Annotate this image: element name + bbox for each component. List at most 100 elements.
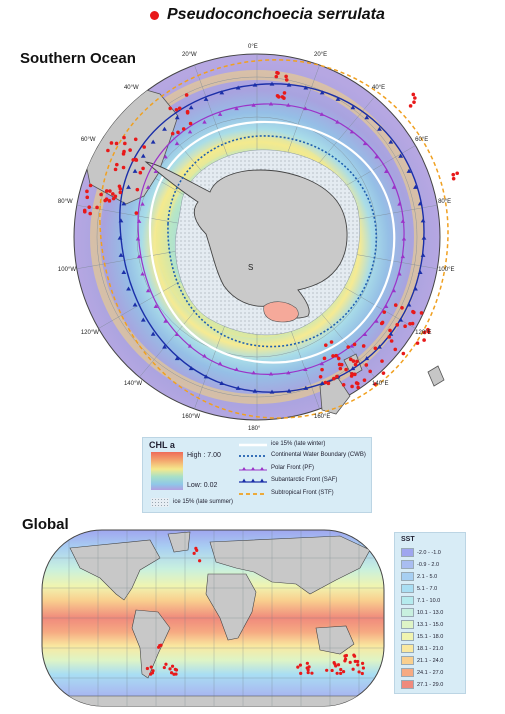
front-marker [400, 254, 406, 259]
continental-water-boundary-line [167, 135, 377, 348]
front-marker [121, 269, 127, 274]
subantarctic-front-line [119, 83, 425, 393]
occurrence-point [149, 665, 153, 669]
occurrence-point [334, 664, 338, 668]
occurrence-point [275, 70, 279, 75]
occurrence-point [334, 353, 338, 358]
occurrence-point [393, 347, 398, 352]
southern-ocean-heading: Southern Ocean [20, 50, 136, 67]
occurrence-point [335, 374, 339, 379]
front-marker [303, 85, 309, 90]
front-marker [117, 235, 123, 240]
occurrence-point [323, 380, 328, 385]
front-marker [268, 371, 274, 376]
occurrence-point [356, 385, 360, 390]
longitude-label: 160°E [314, 414, 331, 421]
front-marker [217, 361, 223, 366]
cwb-label: Continental Water Boundary (CWB) [271, 452, 366, 458]
front-marker [364, 115, 370, 120]
global-graticule [42, 530, 384, 706]
occurrence-point [284, 74, 288, 79]
occurrence-point [128, 148, 132, 152]
occurrence-point [170, 664, 175, 668]
occurrence-point [169, 671, 174, 675]
occurrence-point [352, 653, 356, 657]
occurrence-point [330, 668, 334, 673]
front-marker [417, 201, 423, 206]
front-marker [219, 380, 225, 386]
occurrence-point [134, 157, 138, 162]
sst-legend-row: 7.1 - 10.0 [401, 595, 440, 606]
occurrence-point [389, 339, 394, 343]
occurrence-point [373, 382, 377, 386]
ice-summer-label: ice 15% (late summer) [173, 499, 234, 505]
front-marker [217, 112, 223, 116]
winter-ice-line [148, 120, 396, 364]
sst-swatch [401, 668, 414, 677]
occurrence-point [451, 172, 456, 177]
front-marker [374, 318, 379, 323]
occurrence-point [400, 305, 404, 310]
front-marker [319, 112, 325, 116]
occurrence-point [401, 351, 406, 356]
front-marker [286, 370, 291, 375]
pf-label: Polar Front (PF) [271, 465, 315, 471]
sst-legend-row: 24.1 - 27.0 [401, 667, 443, 678]
front-marker [163, 154, 168, 159]
occurrence-point [422, 338, 426, 342]
front-marker [362, 141, 368, 146]
front-marker [140, 153, 146, 158]
occurrence-point [356, 663, 360, 667]
occurrence-point [135, 187, 140, 192]
longitude-label: 60°W [80, 136, 96, 143]
occurrence-point [410, 321, 415, 326]
longitude-label: 60°E [415, 136, 429, 143]
longitude-label: 140°E [372, 380, 389, 387]
front-marker [286, 388, 292, 393]
occurrence-point [350, 372, 354, 376]
front-marker [420, 252, 426, 257]
front-marker [174, 115, 180, 120]
ice-winter-legend-swatch [239, 443, 267, 447]
subantarctic-front-markers [117, 81, 427, 394]
front-marker [397, 201, 402, 206]
occurrence-point [361, 666, 365, 670]
occurrence-point [320, 367, 324, 372]
occurrence-point [95, 205, 99, 210]
sst-legend-row: 15.1 - 18.0 [401, 631, 443, 642]
front-marker [377, 126, 382, 131]
longitude-label: 80°W [57, 199, 73, 206]
occurrence-points-global [145, 546, 365, 676]
sst-class-label: 21.1 - 24.0 [417, 657, 444, 664]
occurrence-point [395, 323, 400, 327]
occurrence-point [181, 127, 186, 131]
occurrence-point [121, 165, 126, 170]
occurrence-point [415, 341, 420, 345]
occurrence-point [348, 357, 353, 362]
global-map[interactable] [40, 528, 386, 708]
cwb-legend-swatch [239, 455, 267, 457]
occurrence-point [343, 654, 347, 658]
southern-ocean-map[interactable]: S 0°E 20°E 40°E 60°E 80°E 100°E 120°E 140°E 160°… [20, 24, 500, 434]
occurrence-point [133, 137, 138, 142]
sst-class-label: 24.1 - 27.0 [417, 669, 444, 676]
occurrence-point [351, 359, 356, 363]
occurrence-point [282, 91, 287, 95]
occurrence-point [326, 381, 331, 386]
occurrence-point [174, 668, 179, 672]
front-marker [398, 317, 404, 322]
occurrence-point [274, 74, 279, 79]
occurrence-point [419, 311, 424, 315]
sst-class-label: 27.1 - 29.0 [417, 681, 444, 688]
africa-landmass [205, 573, 257, 641]
chl-title: CHL a [149, 440, 175, 450]
sst-title: SST [401, 536, 415, 543]
occurrence-point [322, 356, 327, 361]
occurrence-point [339, 671, 343, 675]
longitude-label: 40°W [123, 85, 139, 92]
occurrence-point [174, 107, 179, 112]
front-marker [349, 343, 355, 348]
occurrence-point [192, 551, 196, 555]
occurrence-point [106, 148, 110, 153]
occurrence-point [341, 670, 346, 674]
